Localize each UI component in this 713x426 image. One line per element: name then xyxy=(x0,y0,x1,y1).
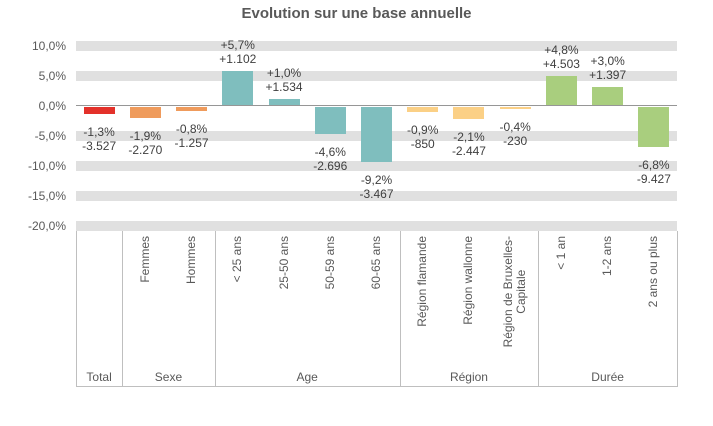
y-axis-tick-label: -20,0% xyxy=(27,218,66,233)
y-axis-tick-label: -15,0% xyxy=(27,188,66,203)
bar xyxy=(545,76,577,105)
chart-title: Evolution sur une base annuelle xyxy=(241,5,472,22)
category-label: Région wallonne xyxy=(461,236,476,325)
bar-value-label: -0,8% -1.257 xyxy=(174,122,209,151)
category-label: < 1 an xyxy=(553,236,568,270)
bar xyxy=(129,106,161,118)
category-label: Région de Bruxelles- Capitale xyxy=(501,236,529,348)
category-group-label: Durée xyxy=(591,370,624,384)
category-label: 1-2 ans xyxy=(600,236,615,277)
gridline-band xyxy=(76,70,677,81)
category-group-label: Age xyxy=(296,370,318,384)
axis-divider xyxy=(214,231,216,386)
y-axis-tick-label: 10,0% xyxy=(31,38,66,53)
category-label: Hommes xyxy=(184,236,199,285)
bar-value-label: -1,3% -3.527 xyxy=(82,125,117,154)
bar xyxy=(222,70,254,105)
y-axis-tick-label: -5,0% xyxy=(34,128,66,143)
gridline-band xyxy=(76,190,677,201)
gridline-band xyxy=(76,220,677,231)
category-group-label: Sexe xyxy=(154,370,183,384)
axis-divider xyxy=(399,231,401,386)
category-label: 50-59 ans xyxy=(322,236,337,290)
category-label: Région flamande xyxy=(415,236,430,327)
bar-value-label: -2,1% -2.447 xyxy=(451,130,486,159)
bar-value-label: +1,0% +1.534 xyxy=(265,66,303,94)
bar-value-label: -0,4% -230 xyxy=(499,119,531,148)
axis-divider xyxy=(122,231,124,386)
axis-divider xyxy=(677,231,678,386)
gridline-band xyxy=(76,40,677,51)
bar xyxy=(592,87,624,105)
category-group-label: Région xyxy=(449,370,488,384)
bar xyxy=(176,106,208,112)
zero-axis-line xyxy=(76,104,677,106)
axis-divider xyxy=(538,231,540,386)
bar-value-label: +3,0% +1.397 xyxy=(589,54,627,82)
category-label: 60-65 ans xyxy=(369,236,383,290)
axis-border xyxy=(76,385,678,387)
category-label: 25-50 ans xyxy=(276,236,291,290)
bar xyxy=(361,106,392,162)
bar xyxy=(268,99,300,105)
category-label: Femmes xyxy=(137,236,152,283)
bar xyxy=(83,106,115,115)
bar-value-label: -1,9% -2.270 xyxy=(128,128,163,157)
category-label: 2 ans ou plus xyxy=(646,236,661,308)
y-axis-tick-label: -10,0% xyxy=(27,158,66,173)
gridline-band xyxy=(76,160,677,171)
bar xyxy=(453,106,485,120)
category-group-label: Total xyxy=(86,370,112,384)
bar xyxy=(407,106,439,112)
category-label: < 25 ans xyxy=(230,236,245,283)
bar-value-label: +4,8% +4.503 xyxy=(542,43,580,72)
bar-value-label: -9,2% -3.467 xyxy=(359,172,394,201)
bar xyxy=(499,106,531,109)
y-axis-tick-label: 5,0% xyxy=(38,68,66,83)
axis-divider xyxy=(76,231,77,386)
bar-value-label: -4,6% -2.696 xyxy=(313,145,348,174)
bar-value-label: -6,8% -9.427 xyxy=(636,158,671,187)
y-axis-tick-label: 0,0% xyxy=(38,98,66,113)
bar xyxy=(638,106,670,148)
bar-value-label: -0,9% -850 xyxy=(407,122,439,151)
bar-value-label: +5,7% +1.102 xyxy=(219,37,257,66)
bar xyxy=(314,106,346,135)
